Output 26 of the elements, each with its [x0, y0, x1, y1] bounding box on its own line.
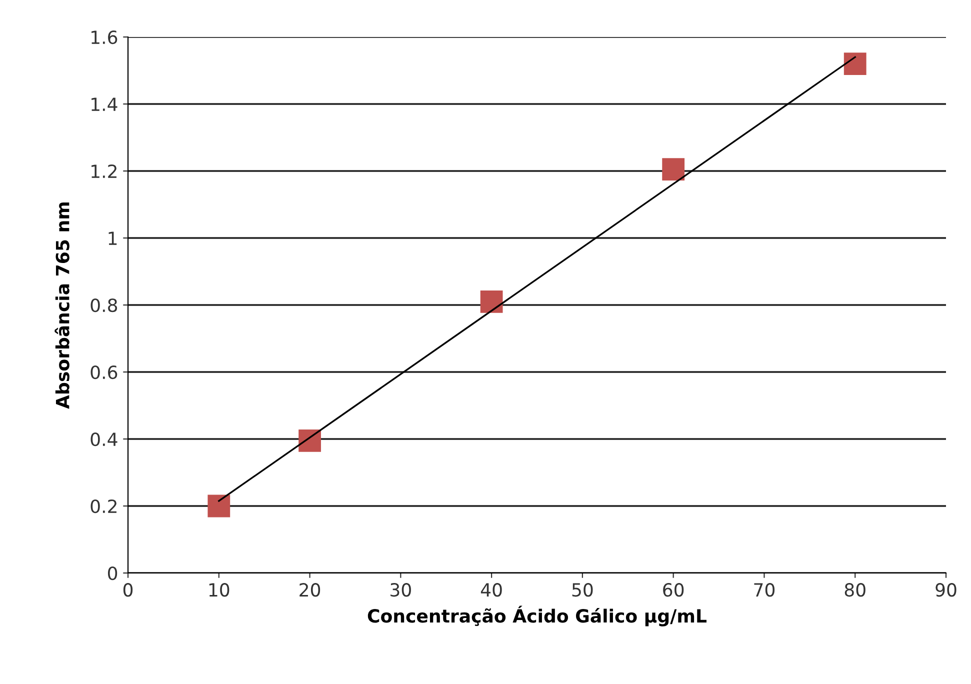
x-tick-label: 20	[300, 583, 320, 597]
y-tick-label: 1.6	[92, 30, 118, 44]
y-tick-label: 0.6	[90, 365, 118, 380]
point	[208, 494, 230, 518]
y-tick-label: 1.4	[92, 98, 118, 111]
point	[662, 158, 685, 181]
y-axis-title: Absorbância 765 nm	[54, 202, 70, 409]
x-axis-title: Concentração Ácido Gálico µg/mL	[368, 606, 706, 626]
x-tick-label: 80	[844, 583, 866, 597]
point	[480, 290, 503, 313]
x-tick-label: 90	[936, 583, 956, 597]
x-tick-label: 50	[572, 583, 593, 597]
y-tick-label: 0.4	[90, 432, 118, 446]
point	[298, 429, 321, 452]
x-tick-label: 40	[480, 583, 502, 597]
point	[844, 52, 866, 75]
y-tick-label: 0	[108, 566, 118, 580]
x-tick-label: 10	[209, 583, 230, 597]
x-tick-label: 30	[390, 583, 411, 597]
x-tick-label: 70	[754, 583, 775, 597]
y-tick-label: 1	[108, 232, 117, 245]
y-tick-label: 1.2	[92, 164, 116, 178]
y-tick-label: 0.2	[90, 499, 116, 514]
x-tick-label: 60	[663, 583, 684, 597]
y-tick-label: 0.8	[90, 298, 118, 312]
x-tick-label: 0	[123, 583, 133, 597]
